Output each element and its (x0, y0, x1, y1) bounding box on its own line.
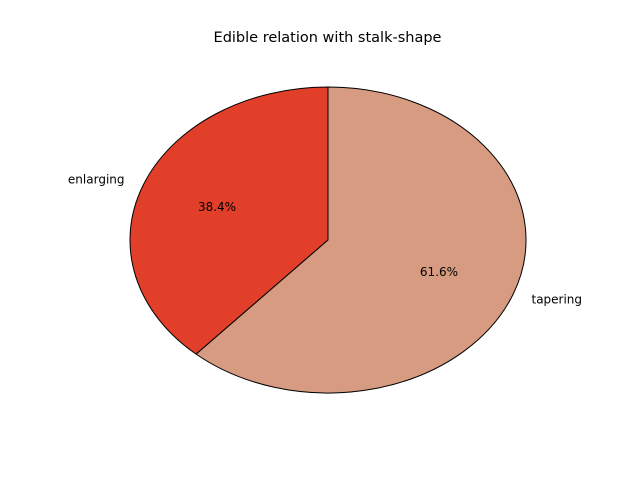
pie-slice-tapering (195, 86, 527, 394)
slice-label-enlarging: enlarging (68, 173, 125, 187)
pie-labels: enlarging 38.4% tapering 61.6% (68, 173, 582, 307)
pie-slice-enlarging (129, 86, 329, 355)
slice-percent-enlarging: 38.4% (198, 200, 236, 214)
slice-percent-tapering: 61.6% (420, 265, 458, 279)
slice-label-tapering: tapering (531, 292, 582, 306)
pie-slices (129, 86, 527, 394)
chart-title: Edible relation with stalk-shape (214, 30, 442, 46)
